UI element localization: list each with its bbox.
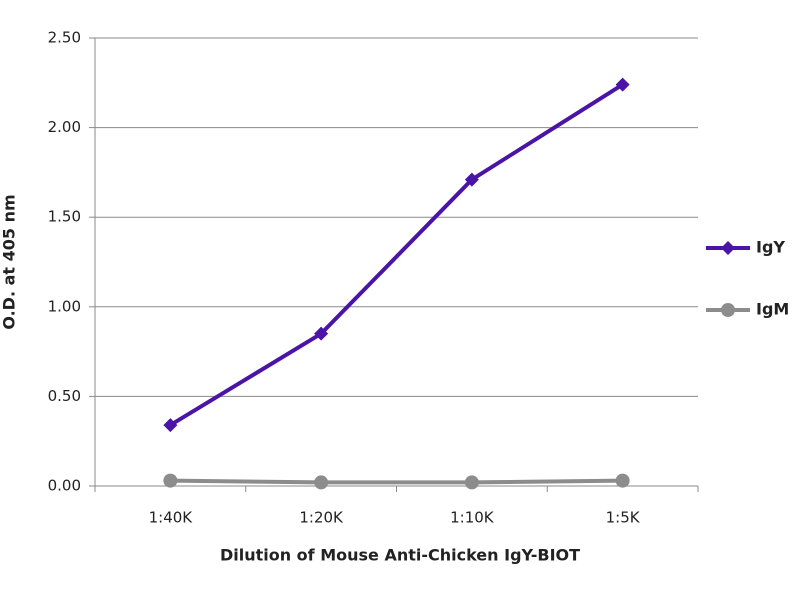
x-tick-label: 1:5K: [606, 509, 641, 527]
series-line: [170, 478, 623, 485]
marker: [615, 473, 630, 488]
series-line: [169, 82, 624, 427]
marker: [615, 77, 630, 92]
y-tick-label: 1.00: [48, 297, 81, 315]
marker: [314, 326, 329, 341]
marker: [163, 473, 178, 488]
marker: [464, 475, 479, 490]
x-tick-label: 1:10K: [450, 509, 495, 527]
marker: [721, 241, 735, 255]
y-tick-label: 1.50: [48, 208, 81, 226]
y-tick-label: 0.00: [48, 477, 81, 495]
y-tick-label: 0.50: [48, 387, 81, 405]
x-axis-title: Dilution of Mouse Anti-Chicken IgY-BIOT: [220, 546, 580, 565]
legend-label: IgM: [756, 300, 789, 319]
legend-label: IgY: [756, 238, 785, 257]
y-tick-label: 2.50: [48, 29, 81, 47]
marker: [464, 172, 479, 187]
marker: [314, 475, 329, 490]
y-axis-title: O.D. at 405 nm: [0, 194, 19, 329]
x-tick-label: 1:20K: [299, 509, 344, 527]
y-tick-label: 2.00: [48, 118, 81, 136]
marker: [721, 303, 735, 317]
marker: [163, 418, 178, 433]
x-tick-label: 1:40K: [149, 509, 194, 527]
